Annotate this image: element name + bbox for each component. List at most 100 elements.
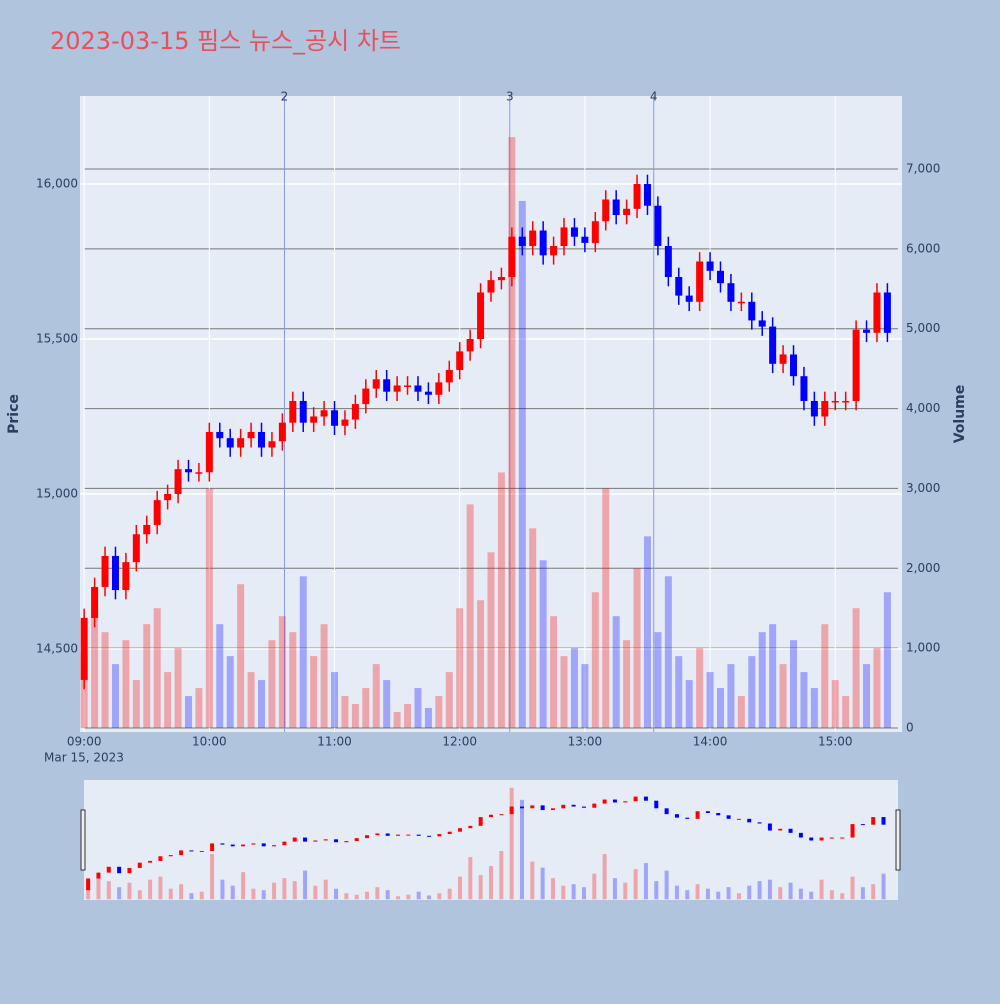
mini-volume-bar [199,891,204,900]
mini-candle [643,796,648,801]
mini-volume-bar [282,878,287,900]
x-tick-label: 13:00 [568,735,603,749]
mini-volume-bar [241,872,246,900]
mini-volume-bar [881,873,886,900]
volume-bar [706,672,714,729]
mini-candle [705,811,710,813]
candle-body [539,230,547,256]
range-slider[interactable] [84,780,898,900]
volume-bar [258,680,266,729]
volume-bar [289,632,297,729]
candle-body [769,326,777,364]
mini-candle [561,804,566,809]
candle-body [383,379,391,392]
volume-bar [591,592,599,729]
mini-volume-bar [840,893,845,900]
mini-volume-bar [148,879,153,900]
volume-bar [331,672,339,729]
mini-volume-bar [489,866,493,900]
volume-bar [748,656,756,729]
volume-bar [883,592,891,729]
mini-candle [323,839,328,841]
candle-body [195,472,203,474]
volume-bar [320,624,328,729]
mini-candle [499,814,504,816]
volume-bar [132,680,140,729]
mini-volume-bar [385,890,390,900]
slider-handle[interactable] [80,809,86,871]
volume-bar [539,560,547,729]
candle-body [122,562,130,591]
candle-body [393,385,401,392]
y2-tick-label: 0 [906,721,914,735]
volume-bar [362,688,370,729]
mini-candle [664,808,669,815]
volume-bar [91,616,99,729]
event-label: 2 [281,90,289,104]
volume-bar [664,576,672,729]
mini-volume-bar [757,881,762,900]
mini-candle [881,817,886,825]
mini-candle [767,823,772,831]
mini-volume-bar [220,879,225,900]
candle-body [111,555,119,591]
mini-candle [716,812,721,816]
candle-body [612,199,620,216]
mini-volume-bar [643,863,648,900]
volume-bar [529,528,537,729]
candle-body [883,292,891,333]
mini-volume-bar [303,870,308,900]
mini-volume-bar [499,851,504,900]
mini-candle [819,837,824,841]
y-tick-label: 15,000 [36,486,78,500]
event-label: 3 [506,90,514,104]
volume-bar [393,712,401,729]
volume-bar [111,664,119,729]
candle-body [863,329,871,333]
candle-body [331,410,339,426]
mini-volume-bar [530,861,535,900]
mini-volume-bar [458,876,463,900]
mini-volume-bar [230,885,235,900]
mini-volume-bar [829,890,834,900]
mini-volume-bar [850,876,855,900]
candle-body [435,382,443,395]
mini-candle [726,815,731,819]
candle-body [143,524,151,535]
volume-bar [643,536,651,729]
candle-body [289,400,297,423]
volume-bar [247,672,255,729]
volume-bar [831,680,839,729]
volume-bar [779,664,787,729]
candle-body [821,400,829,417]
mini-candle [757,822,762,824]
mini-candle [447,831,452,835]
mini-candle [674,814,679,818]
volume-bar [216,624,224,729]
mini-candle [96,872,101,879]
candle-body [174,469,182,494]
mini-volume-bar [334,888,339,900]
mini-candle [530,805,535,809]
volume-bar [497,472,505,729]
candle-body [362,388,370,405]
mini-volume-bar [406,894,411,900]
volume-bar [226,656,234,729]
y-tick-label: 14,500 [36,641,78,655]
volume-bar [821,624,829,729]
mini-candle [365,835,370,839]
volume-bar [341,696,349,729]
mini-volume-bar [778,887,783,900]
mini-candle [550,808,555,811]
slider-handle[interactable] [895,809,901,871]
mini-volume-bar [179,884,184,900]
volume-bar [153,608,161,729]
candle-body [341,419,349,426]
candle-body [623,208,631,216]
mini-volume-bar [540,867,545,900]
volume-bar [810,688,818,729]
volume-bar [351,704,359,729]
volume-bar [143,624,151,729]
mini-volume-bar [323,879,328,900]
mini-candle [334,839,339,843]
